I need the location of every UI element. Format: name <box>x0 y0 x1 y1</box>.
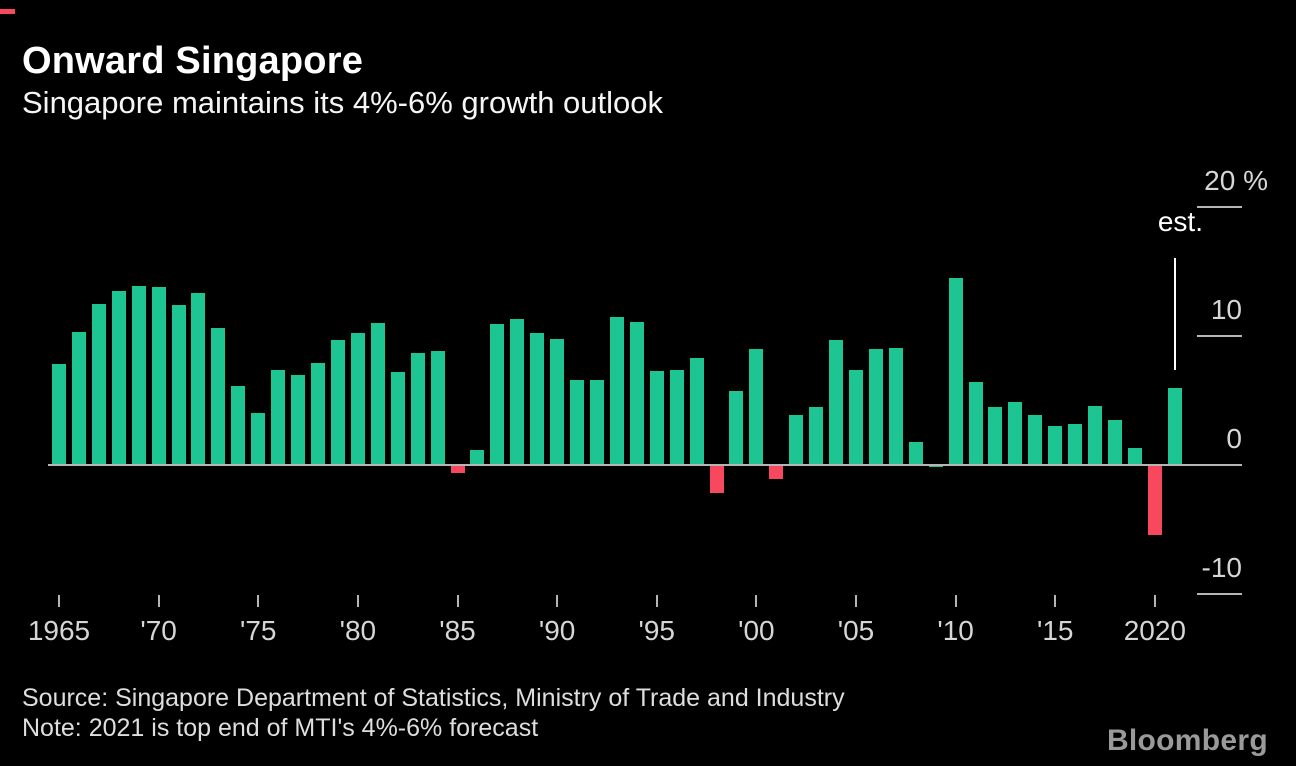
bar-1976 <box>271 369 286 465</box>
bar-1973 <box>211 328 226 465</box>
y-axis-tick--10 <box>1197 593 1242 595</box>
bar-2021 <box>1167 387 1182 465</box>
bar-2005 <box>849 369 863 465</box>
x-axis-label-2005: '05 <box>837 615 875 646</box>
x-axis-label-1995: '95 <box>638 615 676 646</box>
bar-1990 <box>550 338 565 465</box>
bar-2000 <box>749 348 764 465</box>
bar-2009 <box>928 465 943 467</box>
chart-subtitle: Singapore maintains its 4%-6% growth out… <box>22 85 664 120</box>
bar-1974 <box>231 386 246 465</box>
bar-2016 <box>1068 423 1083 465</box>
bar-2001 <box>769 465 784 480</box>
bar-1980 <box>350 333 365 465</box>
bar-1992 <box>589 379 604 465</box>
bar-1967 <box>91 303 106 465</box>
bar-2018 <box>1108 419 1123 465</box>
x-axis-label-1985: '85 <box>439 615 476 646</box>
bar-2003 <box>809 406 824 465</box>
bar-1985 <box>450 465 465 473</box>
x-axis-tick-2020 <box>1153 595 1156 607</box>
bar-2014 <box>1028 414 1043 465</box>
x-axis-label-1965: 1965 <box>27 615 91 646</box>
bar-1994 <box>629 321 644 465</box>
bar-1968 <box>111 290 126 465</box>
y-axis-tick-20 <box>1197 206 1242 208</box>
bar-1978 <box>311 363 326 465</box>
x-axis-tick-2010 <box>954 595 957 607</box>
bar-1993 <box>609 316 624 465</box>
x-axis-tick-1970 <box>157 595 160 607</box>
bar-1984 <box>430 351 445 465</box>
corner-accent-dash <box>0 9 15 14</box>
bar-1988 <box>510 319 525 465</box>
bar-1972 <box>191 293 206 465</box>
bar-1975 <box>251 413 266 465</box>
bar-1971 <box>171 305 186 465</box>
bar-2002 <box>789 414 804 465</box>
bar-2020 <box>1147 465 1162 535</box>
bar-2006 <box>868 348 883 465</box>
x-axis-label-1980: '80 <box>339 615 377 646</box>
bar-1997 <box>689 357 704 465</box>
x-axis-label-2020: 2020 <box>1123 615 1187 646</box>
bar-2007 <box>888 347 903 465</box>
x-axis-label-2000: '00 <box>738 615 775 646</box>
bar-2019 <box>1127 448 1142 465</box>
bar-1998 <box>709 465 724 494</box>
bar-1970 <box>151 286 166 465</box>
chart-title: Onward Singapore <box>22 40 364 82</box>
y-axis-label-20: 20 % <box>1204 165 1268 196</box>
estimate-label: est. <box>1157 206 1203 237</box>
bar-1982 <box>390 372 405 465</box>
x-axis-tick-1965 <box>58 595 60 607</box>
bar-1989 <box>530 333 545 465</box>
bar-2011 <box>968 382 983 465</box>
x-axis-label-2015: '15 <box>1037 615 1074 646</box>
bar-1983 <box>410 352 425 465</box>
bar-1969 <box>131 285 146 465</box>
x-axis-tick-2000 <box>755 595 758 607</box>
x-axis-tick-1995 <box>655 595 658 607</box>
bar-2013 <box>1008 401 1023 465</box>
y-axis-tick-10 <box>1197 335 1242 337</box>
x-axis-tick-1975 <box>257 595 260 607</box>
bar-2010 <box>948 277 963 465</box>
footnote: Note: 2021 is top end of MTI's 4%-6% for… <box>22 714 539 742</box>
bar-2008 <box>908 441 923 465</box>
bar-2004 <box>829 339 844 465</box>
bar-1999 <box>729 391 744 465</box>
x-axis-tick-2015 <box>1054 595 1057 607</box>
x-axis-label-1970: '70 <box>140 615 177 646</box>
bar-1996 <box>669 369 684 465</box>
bar-1966 <box>71 332 86 465</box>
bar-1965 <box>52 364 66 465</box>
bloomberg-logo: Bloomberg <box>1106 724 1268 757</box>
x-axis-tick-2005 <box>855 595 857 607</box>
y-axis-label--10: -10 <box>1201 552 1242 583</box>
bar-2017 <box>1088 405 1103 465</box>
x-axis-label-2010: '10 <box>937 615 974 646</box>
source-note: Source: Singapore Department of Statisti… <box>22 684 845 712</box>
bar-1995 <box>649 370 664 465</box>
x-axis-tick-1990 <box>556 595 559 607</box>
bar-1977 <box>291 374 306 465</box>
bar-2012 <box>988 406 1003 465</box>
bar-1991 <box>570 379 585 465</box>
x-axis-tick-1985 <box>456 595 459 607</box>
x-axis-label-1975: '75 <box>240 615 277 646</box>
x-axis-tick-1980 <box>356 595 359 607</box>
bar-1981 <box>370 323 385 465</box>
bar-1986 <box>470 449 485 465</box>
estimate-marker-line <box>1174 258 1176 370</box>
bar-1987 <box>490 324 505 465</box>
bar-2015 <box>1048 426 1063 465</box>
y-axis-label-10: 10 <box>1210 294 1242 325</box>
x-axis-baseline <box>48 464 1242 466</box>
y-axis-label-0: 0 <box>1226 423 1242 454</box>
x-axis-label-1990: '90 <box>538 615 576 646</box>
bar-1979 <box>330 339 345 465</box>
